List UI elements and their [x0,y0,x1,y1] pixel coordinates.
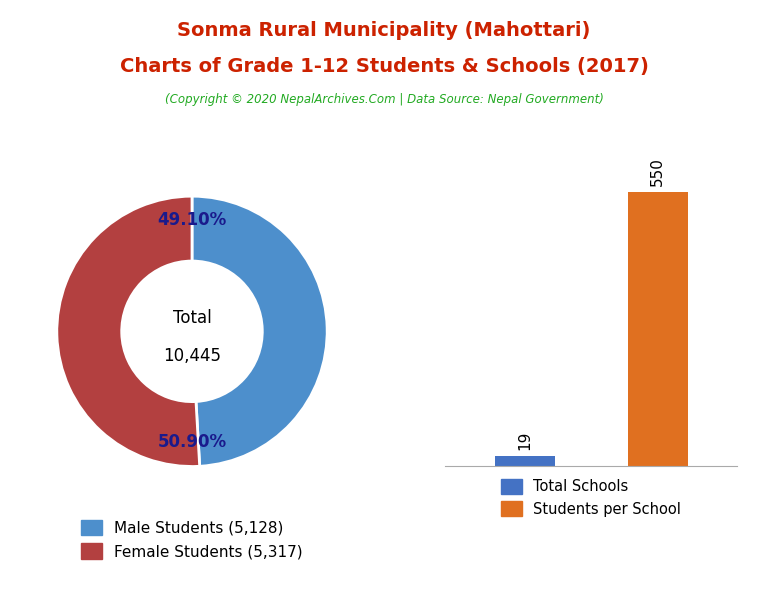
Text: 10,445: 10,445 [163,347,221,365]
Text: 19: 19 [518,431,532,450]
Text: Sonma Rural Municipality (Mahottari): Sonma Rural Municipality (Mahottari) [177,21,591,40]
Wedge shape [192,196,327,466]
Bar [495,456,554,466]
Text: 550: 550 [650,157,665,186]
Legend: Total Schools, Students per School: Total Schools, Students per School [494,472,689,524]
Text: Charts of Grade 1-12 Students & Schools (2017): Charts of Grade 1-12 Students & Schools … [120,57,648,76]
Bar [627,192,687,466]
Text: Total: Total [173,309,211,327]
Legend: Male Students (5,128), Female Students (5,317): Male Students (5,128), Female Students (… [73,512,311,567]
Wedge shape [57,196,200,466]
Text: 50.90%: 50.90% [157,433,227,451]
Text: (Copyright © 2020 NepalArchives.Com | Data Source: Nepal Government): (Copyright © 2020 NepalArchives.Com | Da… [164,93,604,106]
Text: 49.10%: 49.10% [157,211,227,229]
